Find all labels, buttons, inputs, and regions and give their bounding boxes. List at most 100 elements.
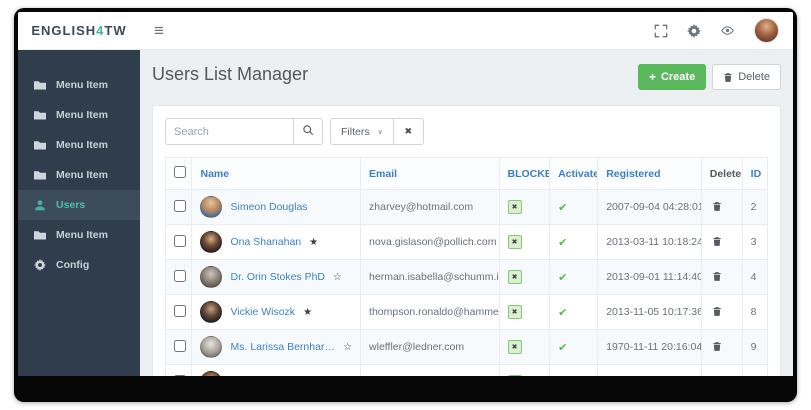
avatar	[200, 301, 223, 323]
header-activate[interactable]: Activate	[549, 157, 599, 190]
delete-button[interactable]: Delete	[712, 64, 781, 90]
row-checkbox[interactable]	[174, 339, 186, 352]
app-window: ENGLISH 4 TW ≡	[18, 12, 793, 376]
sidebar-item-users[interactable]: Users	[18, 190, 140, 220]
user-name-link[interactable]: Dr. Orin Stokes PhD	[230, 271, 326, 283]
user-avatar[interactable]	[754, 18, 779, 43]
fullscreen-icon[interactable]	[654, 24, 668, 38]
row-delete-button[interactable]	[710, 339, 724, 354]
star-icon: ★	[309, 236, 319, 248]
activate-check-icon: ✔	[558, 236, 568, 249]
users-table: Name Email BLOCKED Activate Registered D…	[164, 157, 769, 376]
header-name[interactable]: Name	[191, 157, 362, 190]
row-checkbox[interactable]	[174, 269, 186, 282]
id-cell: 9	[741, 329, 769, 365]
row-checkbox-cell	[164, 189, 193, 225]
activate-cell: ✔	[549, 294, 599, 330]
sidebar-item-menu-1[interactable]: Menu Item	[18, 70, 140, 100]
activate-cell: ✔	[549, 364, 599, 376]
row-checkbox[interactable]	[174, 234, 186, 247]
search-input[interactable]	[165, 118, 293, 145]
folder-icon	[34, 229, 46, 241]
trash-icon	[723, 72, 733, 83]
row-delete-button[interactable]	[710, 374, 724, 376]
sidebar-item-label: Menu Item	[56, 169, 108, 181]
sidebar-item-label: Users	[56, 199, 86, 211]
header-registered[interactable]: Registered	[597, 157, 702, 190]
user-name-link[interactable]: Ms. Larissa Bernhard Jr.	[230, 341, 336, 353]
search-button[interactable]	[293, 118, 323, 145]
search-icon	[302, 124, 314, 139]
blocked-cell: ✖	[498, 329, 551, 365]
registered-cell: 1970-11-11 20:16:04	[597, 329, 702, 365]
row-delete-button[interactable]	[710, 269, 724, 284]
row-delete-button[interactable]	[710, 304, 724, 319]
row-delete-button[interactable]	[710, 234, 724, 249]
header-email[interactable]: Email	[360, 157, 500, 190]
user-name-link[interactable]: Ona Shanahan	[230, 236, 302, 248]
chevron-down-icon: ∨	[377, 128, 383, 136]
sidebar-item-label: Config	[56, 259, 90, 271]
window-frame: ENGLISH 4 TW ≡	[14, 8, 797, 402]
clear-filters-button[interactable]: ✖	[393, 118, 424, 145]
filters-button[interactable]: Filters ∨	[330, 118, 394, 145]
header-blocked[interactable]: BLOCKED	[498, 157, 551, 190]
id-cell: 8	[741, 294, 769, 330]
sidebar-item-menu-3[interactable]: Menu Item	[18, 130, 140, 160]
avatar	[200, 266, 223, 288]
sidebar-item-label: Menu Item	[56, 79, 108, 91]
id-cell: 10	[741, 364, 769, 376]
delete-cell	[700, 364, 743, 376]
row-checkbox[interactable]	[174, 304, 186, 317]
table-toolbar: Filters ∨ ✖	[165, 118, 768, 145]
star-icon: ☆	[333, 271, 342, 283]
user-name-link[interactable]: Vickie Wisozk	[230, 306, 296, 318]
body-row: Menu Item Menu Item Menu Item Menu Item …	[18, 50, 793, 376]
table-header: Name Email BLOCKED Activate Registered D…	[164, 157, 769, 190]
sidebar-item-menu-5[interactable]: Menu Item	[18, 220, 140, 250]
star-icon: ☆	[343, 341, 353, 353]
avatar	[200, 371, 223, 376]
table-row: Vickie Wisozk ★ thompson.ronaldo@hammes.c…	[164, 294, 769, 330]
folder-icon	[34, 109, 46, 121]
menu-hamburger-icon[interactable]: ≡	[154, 21, 164, 40]
select-all-checkbox[interactable]	[174, 166, 186, 178]
table-row: Elias Schmitt kovacek.adriel@schaefer.ne…	[164, 364, 769, 376]
user-icon	[34, 199, 46, 211]
folder-icon	[34, 139, 46, 151]
sidebar-item-config[interactable]: Config	[18, 250, 140, 280]
user-name-link[interactable]: Simeon Douglas	[230, 201, 308, 213]
sidebar-item-menu-4[interactable]: Menu Item	[18, 160, 140, 190]
blocked-badge: ✖	[507, 270, 522, 284]
filters-label: Filters	[341, 125, 370, 138]
header-id[interactable]: ID	[741, 157, 769, 190]
brand-logo: ENGLISH 4 TW	[18, 12, 140, 49]
email-cell: herman.isabella@schumm.info	[360, 259, 500, 295]
table-row: Ona Shanahan ★ nova.gislason@pollich.com …	[164, 224, 769, 260]
sidebar-item-menu-2[interactable]: Menu Item	[18, 100, 140, 130]
row-delete-button[interactable]	[710, 199, 724, 214]
delete-cell	[700, 329, 743, 365]
row-checkbox[interactable]	[174, 374, 186, 376]
email-cell: zharvey@hotmail.com	[360, 189, 500, 225]
delete-cell	[700, 224, 743, 260]
row-checkbox[interactable]	[174, 199, 186, 212]
email-cell: thompson.ronaldo@hammes.com	[360, 294, 500, 330]
blocked-cell: ✖	[498, 364, 551, 376]
gear-icon[interactable]	[687, 23, 701, 38]
header-checkbox-cell	[164, 157, 193, 190]
table-row: Simeon Douglas zharvey@hotmail.com ✖ ✔ 2…	[164, 189, 769, 225]
create-button[interactable]: + Create	[637, 64, 707, 90]
activate-cell: ✔	[549, 189, 599, 225]
eye-icon[interactable]	[720, 24, 735, 37]
header-delete: Delete	[700, 157, 743, 190]
email-cell: kovacek.adriel@schaefer.net	[360, 364, 500, 376]
email-cell: nova.gislason@pollich.com	[360, 224, 500, 260]
brand-text-1: ENGLISH	[31, 23, 97, 38]
activate-check-icon: ✔	[558, 306, 568, 319]
row-checkbox-cell	[164, 364, 193, 376]
blocked-badge: ✖	[507, 375, 522, 376]
folder-icon	[34, 79, 46, 91]
header-actions: + Create Delete	[637, 64, 781, 90]
topbar-main: ≡	[140, 12, 793, 49]
